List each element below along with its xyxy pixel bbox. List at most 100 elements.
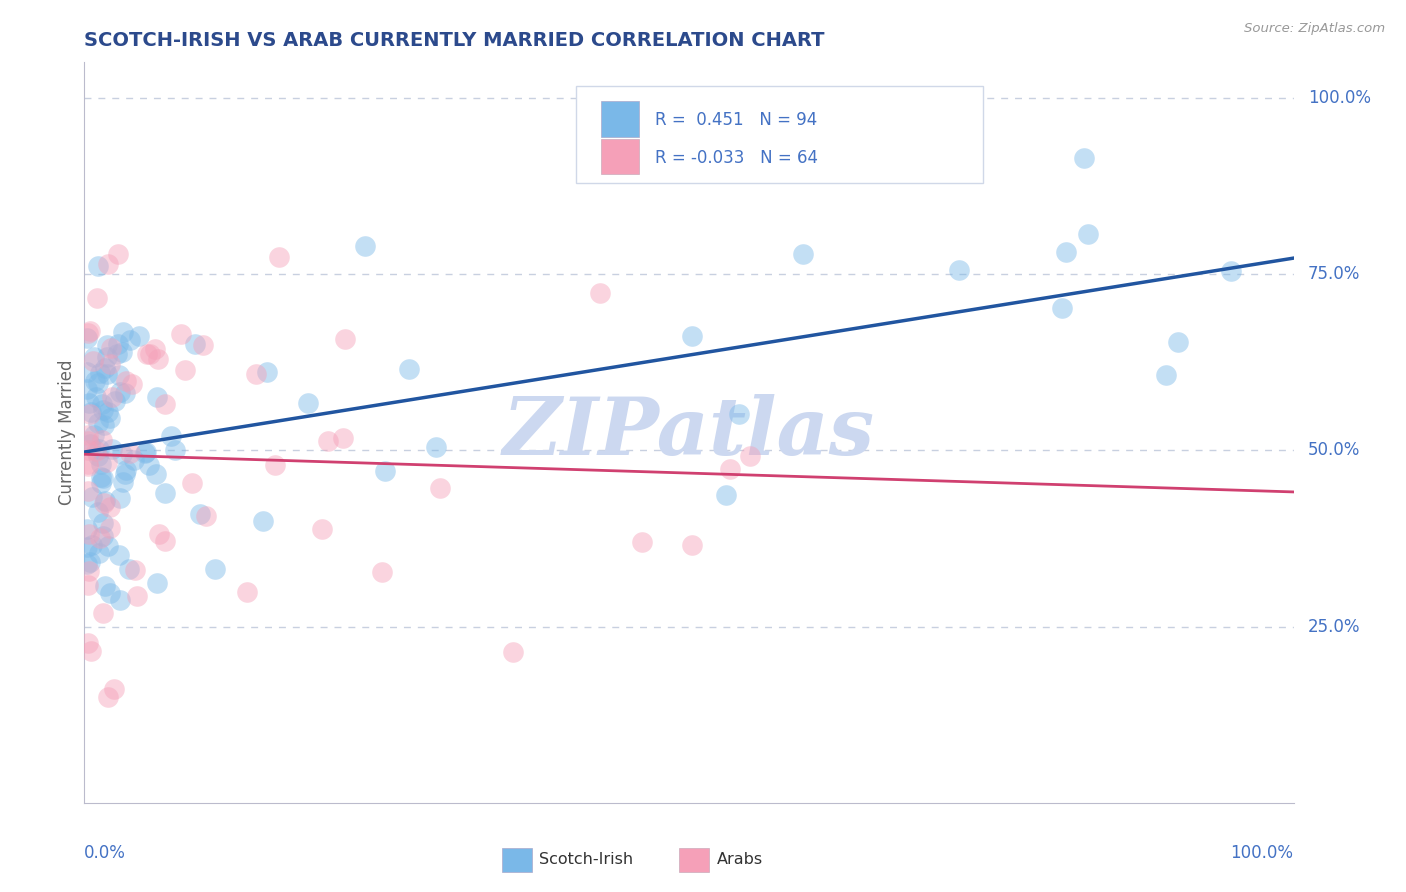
FancyBboxPatch shape — [576, 87, 983, 183]
Point — [110, 593, 132, 607]
Text: R = -0.033   N = 64: R = -0.033 N = 64 — [655, 149, 818, 167]
Point — [98, 500, 121, 514]
Point — [100, 341, 122, 355]
Point — [121, 376, 143, 391]
Point — [236, 585, 259, 599]
Point — [77, 564, 100, 578]
Point — [76, 331, 98, 345]
Point — [80, 491, 103, 505]
Point — [77, 578, 100, 592]
Point — [77, 458, 100, 473]
Point — [502, 645, 524, 659]
Point — [94, 579, 117, 593]
Point — [97, 257, 120, 271]
Point — [148, 526, 170, 541]
Point — [77, 396, 100, 410]
Point — [180, 475, 202, 490]
Point — [111, 344, 134, 359]
Point — [153, 533, 176, 548]
Text: Scotch-Irish: Scotch-Irish — [538, 853, 633, 867]
Point — [89, 531, 111, 545]
FancyBboxPatch shape — [600, 139, 640, 174]
Point — [91, 471, 114, 485]
Point — [333, 333, 356, 347]
Point — [136, 347, 159, 361]
Point — [90, 397, 112, 411]
Point — [316, 434, 339, 448]
Point — [134, 446, 156, 460]
Point — [728, 407, 751, 421]
Point — [170, 326, 193, 341]
Point — [76, 557, 98, 571]
Point — [184, 336, 207, 351]
Point — [1054, 245, 1077, 260]
Point — [195, 509, 218, 524]
Point — [107, 368, 129, 383]
Point — [79, 407, 101, 421]
Point — [98, 586, 121, 600]
Point — [264, 458, 287, 472]
Point — [87, 450, 110, 464]
Point — [84, 390, 107, 404]
Point — [91, 403, 114, 417]
Point — [76, 382, 98, 396]
Point — [96, 368, 118, 382]
Text: 25.0%: 25.0% — [1308, 617, 1361, 635]
Point — [96, 337, 118, 351]
Point — [681, 538, 703, 552]
Point — [138, 458, 160, 472]
Point — [145, 467, 167, 482]
Point — [311, 522, 333, 536]
Point — [108, 384, 131, 399]
Point — [91, 516, 114, 530]
Point — [107, 247, 129, 261]
Point — [97, 690, 120, 704]
Point — [77, 434, 100, 448]
Point — [94, 493, 117, 508]
Text: 0.0%: 0.0% — [84, 844, 127, 862]
Point — [398, 362, 420, 376]
Point — [101, 442, 124, 457]
Text: 100.0%: 100.0% — [1230, 844, 1294, 862]
Point — [83, 350, 105, 364]
Point — [79, 555, 101, 569]
Point — [297, 396, 319, 410]
Point — [204, 562, 226, 576]
Text: ZIPatlas: ZIPatlas — [503, 394, 875, 471]
Point — [1167, 335, 1189, 350]
Point — [1154, 368, 1177, 382]
Point — [97, 404, 120, 418]
Point — [111, 447, 134, 461]
Point — [84, 444, 107, 458]
Point — [87, 260, 110, 274]
Point — [1073, 151, 1095, 165]
Point — [163, 443, 186, 458]
Point — [354, 239, 377, 253]
Point — [114, 375, 136, 389]
Point — [90, 470, 112, 484]
Point — [716, 488, 738, 502]
Point — [103, 682, 125, 697]
Point — [792, 247, 814, 261]
Point — [631, 535, 654, 549]
Point — [93, 529, 115, 543]
Point — [76, 522, 98, 536]
Point — [425, 440, 447, 454]
FancyBboxPatch shape — [502, 848, 531, 871]
Point — [89, 366, 111, 380]
Point — [91, 606, 114, 620]
Point — [98, 521, 121, 535]
Point — [96, 455, 118, 469]
Point — [82, 538, 104, 552]
Point — [79, 324, 101, 338]
FancyBboxPatch shape — [600, 102, 640, 136]
Point — [77, 526, 100, 541]
Point — [160, 429, 183, 443]
Point — [86, 291, 108, 305]
Point — [76, 365, 98, 379]
Point — [107, 337, 129, 351]
Point — [120, 333, 142, 347]
Point — [1050, 301, 1073, 315]
Point — [114, 467, 136, 482]
Point — [94, 360, 117, 375]
